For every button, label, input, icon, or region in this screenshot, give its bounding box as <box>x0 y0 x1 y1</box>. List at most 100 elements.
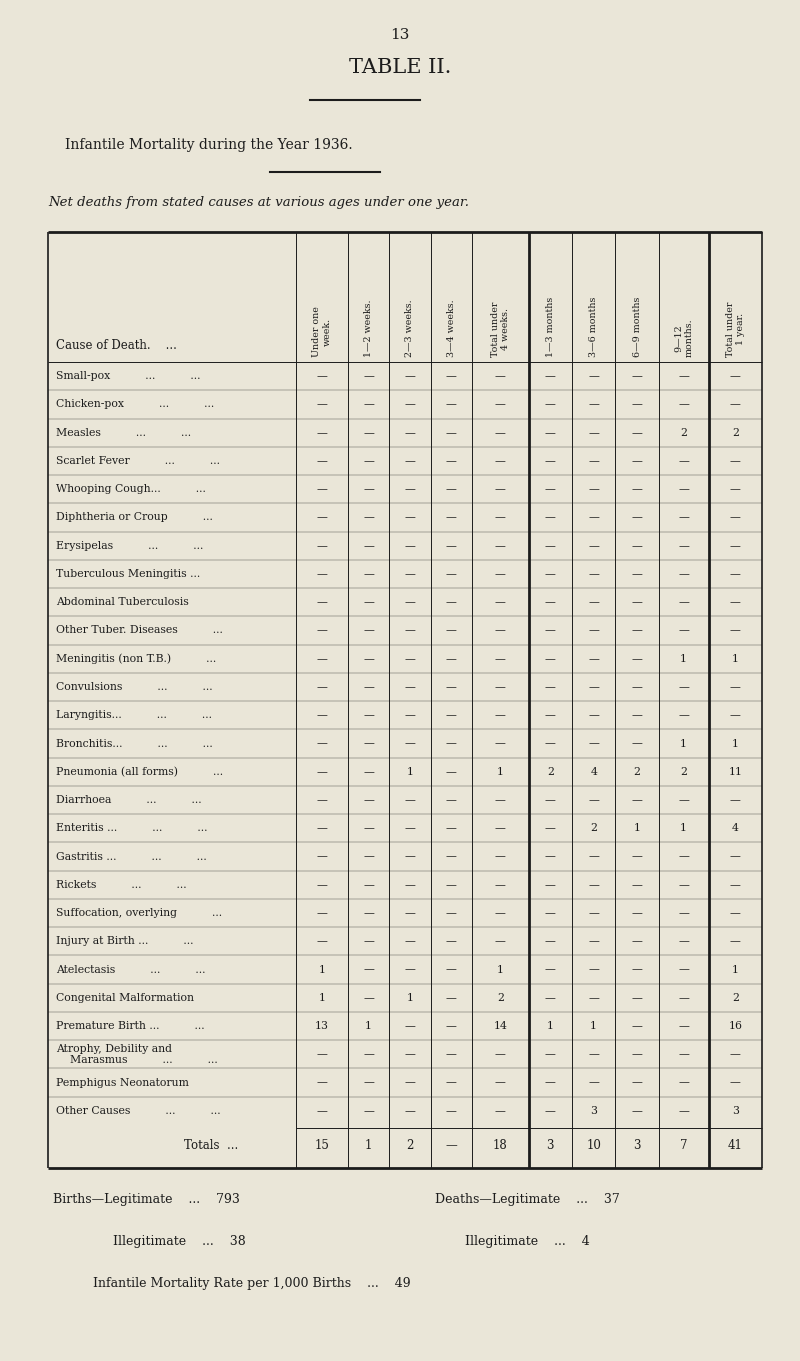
Text: —: — <box>631 1049 642 1059</box>
Text: —: — <box>363 540 374 551</box>
Text: —: — <box>495 513 506 523</box>
Text: —: — <box>405 1078 415 1087</box>
Text: 4: 4 <box>590 766 597 777</box>
Text: —: — <box>405 823 415 833</box>
Text: —: — <box>588 710 599 720</box>
Text: —: — <box>495 569 506 578</box>
Text: 1: 1 <box>590 1021 597 1032</box>
Text: 1: 1 <box>318 992 326 1003</box>
Text: —: — <box>678 852 689 862</box>
Text: —: — <box>363 852 374 862</box>
Text: —: — <box>317 1049 327 1059</box>
Text: —: — <box>405 427 415 438</box>
Text: 15: 15 <box>314 1139 330 1151</box>
Text: —: — <box>405 852 415 862</box>
Text: —: — <box>317 795 327 804</box>
Text: —: — <box>317 540 327 551</box>
Text: —: — <box>631 879 642 890</box>
Text: —: — <box>495 936 506 946</box>
Text: —: — <box>678 485 689 494</box>
Text: —: — <box>405 456 415 465</box>
Text: —: — <box>446 456 457 465</box>
Text: —: — <box>363 1078 374 1087</box>
Text: —: — <box>631 1106 642 1116</box>
Text: —: — <box>446 653 457 664</box>
Text: Total under
4 weeks.: Total under 4 weeks. <box>490 302 510 357</box>
Text: Bronchitis...          ...          ...: Bronchitis... ... ... <box>56 739 213 749</box>
Text: —: — <box>363 992 374 1003</box>
Text: —: — <box>405 739 415 749</box>
Text: —: — <box>730 569 741 578</box>
Text: —: — <box>730 795 741 804</box>
Text: Cause of Death.    ...: Cause of Death. ... <box>56 339 177 352</box>
Text: —: — <box>446 485 457 494</box>
Text: —: — <box>495 879 506 890</box>
Text: Atelectasis          ...          ...: Atelectasis ... ... <box>56 965 206 974</box>
Text: —: — <box>495 540 506 551</box>
Text: 4: 4 <box>732 823 738 833</box>
Text: —: — <box>588 852 599 862</box>
Text: —: — <box>678 682 689 691</box>
Text: —: — <box>495 485 506 494</box>
Text: —: — <box>678 399 689 410</box>
Text: Other Causes          ...          ...: Other Causes ... ... <box>56 1106 221 1116</box>
Text: —: — <box>545 456 556 465</box>
Text: —: — <box>317 1078 327 1087</box>
Text: —: — <box>495 653 506 664</box>
Text: —: — <box>405 626 415 636</box>
Text: Measles          ...          ...: Measles ... ... <box>56 427 191 438</box>
Text: —: — <box>363 485 374 494</box>
Text: Abdominal Tuberculosis: Abdominal Tuberculosis <box>56 597 189 607</box>
Text: 16: 16 <box>728 1021 742 1032</box>
Text: —: — <box>545 1049 556 1059</box>
Text: —: — <box>631 992 642 1003</box>
Text: —: — <box>363 936 374 946</box>
Text: —: — <box>545 399 556 410</box>
Text: —: — <box>363 1049 374 1059</box>
Text: —: — <box>545 908 556 919</box>
Text: —: — <box>730 540 741 551</box>
Text: —: — <box>495 682 506 691</box>
Text: —: — <box>317 823 327 833</box>
Text: —: — <box>678 540 689 551</box>
Text: —: — <box>588 485 599 494</box>
Text: —: — <box>495 739 506 749</box>
Text: 2: 2 <box>680 427 687 438</box>
Text: —: — <box>495 710 506 720</box>
Text: —: — <box>631 739 642 749</box>
Text: Premature Birth ...          ...: Premature Birth ... ... <box>56 1021 205 1032</box>
Text: —: — <box>730 513 741 523</box>
Text: —: — <box>588 399 599 410</box>
Text: —: — <box>730 908 741 919</box>
Text: —: — <box>588 513 599 523</box>
Text: —: — <box>317 1106 327 1116</box>
Text: —: — <box>405 513 415 523</box>
Text: —: — <box>588 908 599 919</box>
Text: Diphtheria or Croup          ...: Diphtheria or Croup ... <box>56 513 213 523</box>
Text: —: — <box>446 427 457 438</box>
Text: —: — <box>631 485 642 494</box>
Text: —: — <box>446 936 457 946</box>
Text: —: — <box>363 908 374 919</box>
Text: —: — <box>730 1078 741 1087</box>
Text: —: — <box>363 372 374 381</box>
Text: —: — <box>495 1049 506 1059</box>
Text: —: — <box>545 1106 556 1116</box>
Text: —: — <box>631 908 642 919</box>
Text: 1: 1 <box>365 1139 372 1151</box>
Text: —: — <box>545 513 556 523</box>
Text: —: — <box>631 456 642 465</box>
Text: Scarlet Fever          ...          ...: Scarlet Fever ... ... <box>56 456 220 465</box>
Text: —: — <box>363 710 374 720</box>
Text: —: — <box>730 597 741 607</box>
Text: —: — <box>545 710 556 720</box>
Text: Convulsions          ...          ...: Convulsions ... ... <box>56 682 213 691</box>
Text: —: — <box>495 399 506 410</box>
Text: —: — <box>446 823 457 833</box>
Text: —: — <box>317 372 327 381</box>
Text: 2—3 weeks.: 2—3 weeks. <box>406 299 414 357</box>
Text: —: — <box>730 1049 741 1059</box>
Text: —: — <box>363 456 374 465</box>
Text: —: — <box>545 936 556 946</box>
Text: —: — <box>631 626 642 636</box>
